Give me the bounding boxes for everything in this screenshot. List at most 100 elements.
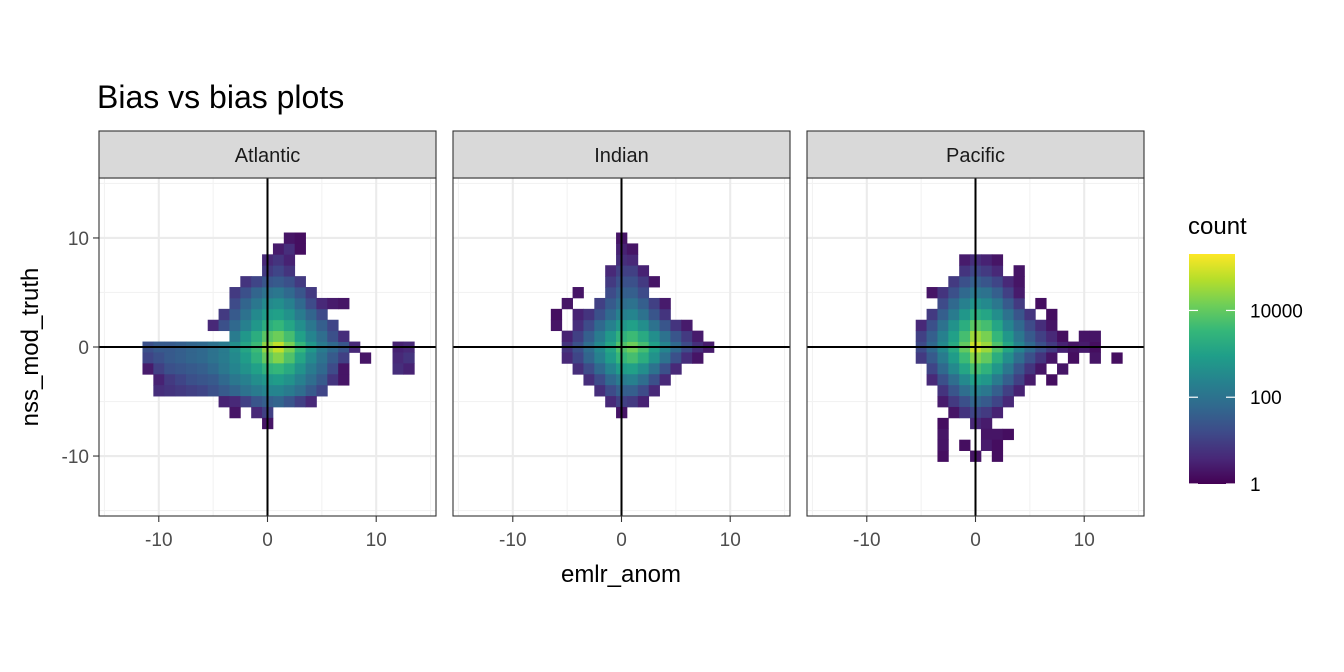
heatmap-bin <box>175 363 187 375</box>
heatmap-bin <box>637 308 650 321</box>
heatmap-bin <box>229 352 241 364</box>
heatmap-bin <box>980 254 993 266</box>
heatmap-bin <box>937 374 949 386</box>
heatmap-bin <box>251 330 263 342</box>
heatmap-bin <box>229 297 241 310</box>
heatmap-bin <box>637 319 650 332</box>
heatmap-bin <box>294 308 306 321</box>
heatmap-bin <box>283 232 296 244</box>
heatmap-bin <box>305 363 317 375</box>
heatmap-bin <box>1002 396 1014 408</box>
heatmap-bin <box>196 352 209 364</box>
heatmap-bin <box>926 374 938 386</box>
heatmap-bin <box>283 352 296 364</box>
heatmap-bin <box>1024 363 1036 375</box>
heatmap-bin <box>991 396 1004 408</box>
facet-panel-pacific: Pacific -10 0 10 <box>806 130 1145 551</box>
x-tick-label: -10 <box>499 530 526 551</box>
heatmap-bin <box>670 352 682 364</box>
heatmap-bin <box>185 385 198 397</box>
heatmap-bin <box>948 374 960 386</box>
facet-panels: Atlantic -10 0 10 -10 0 10 Indian -10 0 10 Pacific -… <box>62 130 1145 551</box>
heatmap-bin <box>980 428 993 441</box>
heatmap-bin <box>959 287 971 299</box>
color-legend: count 1 100 10000 <box>1188 213 1303 496</box>
heatmap-bin <box>550 319 563 332</box>
heatmap-bin <box>1013 385 1025 397</box>
heatmap-bin <box>605 297 617 310</box>
heatmap-bin <box>1046 308 1058 321</box>
heatmap-bin <box>1013 265 1025 277</box>
heatmap-bin <box>218 308 230 321</box>
heatmap-bin <box>980 385 993 397</box>
heatmap-bin <box>207 363 219 375</box>
x-tick-label: 10 <box>720 530 741 551</box>
y-axis-title: nss_mod_truth <box>17 268 44 427</box>
legend-label: 10000 <box>1250 301 1303 322</box>
heatmap-bin <box>272 276 285 288</box>
heatmap-bin <box>229 330 241 342</box>
heatmap-bin <box>392 363 404 375</box>
heatmap-bin <box>980 439 993 451</box>
heatmap-bin <box>594 319 606 332</box>
heatmap-bin <box>959 297 971 310</box>
x-tick-label: 0 <box>262 530 273 551</box>
heatmap-bin <box>991 265 1004 277</box>
heatmap-bin <box>142 363 154 375</box>
heatmap-bin <box>1002 352 1014 364</box>
legend-label: 1 <box>1250 475 1261 496</box>
x-tick-label: -10 <box>145 530 172 551</box>
heatmap-bin <box>583 363 595 375</box>
heatmap-bin <box>240 352 252 364</box>
heatmap-bin <box>218 385 230 397</box>
heatmap-bin <box>659 319 671 332</box>
heatmap-bin <box>1013 297 1025 310</box>
heatmap-bin <box>327 297 339 310</box>
heatmap-bin <box>670 319 682 332</box>
heatmap-bin <box>659 308 671 321</box>
heatmap-bin <box>283 287 296 299</box>
heatmap-bin <box>572 352 584 364</box>
heatmap-bin <box>605 363 617 375</box>
chart-title: Bias vs bias plots <box>97 79 344 115</box>
heatmap-bin <box>240 385 252 397</box>
heatmap-bin <box>626 254 639 266</box>
heatmap-bin <box>937 297 949 310</box>
heatmap-bin <box>980 265 993 277</box>
heatmap-bin <box>648 319 660 332</box>
heatmap-bin <box>196 374 209 386</box>
heatmap-bin <box>959 406 971 419</box>
heatmap-bin <box>648 276 660 288</box>
heatmap-bin <box>926 287 938 299</box>
facet-strip-label: Atlantic <box>235 145 301 167</box>
heatmap-bin <box>605 308 617 321</box>
heatmap-bin <box>648 352 660 364</box>
heatmap-bin <box>272 330 285 342</box>
heatmap-bin <box>251 352 263 364</box>
heatmap-bin <box>605 330 617 342</box>
heatmap-bin <box>272 254 285 266</box>
heatmap-bin <box>207 374 219 386</box>
heatmap-bin <box>196 385 209 397</box>
heatmap-bin <box>626 319 639 332</box>
heatmap-bin <box>1057 330 1069 342</box>
heatmap-bin <box>626 352 639 364</box>
heatmap-bin <box>605 319 617 332</box>
heatmap-bin <box>637 363 650 375</box>
heatmap-bin <box>240 308 252 321</box>
heatmap-bin <box>681 352 693 364</box>
heatmap-bin <box>316 319 328 332</box>
heatmap-bin <box>218 352 230 364</box>
heatmap-bin <box>316 374 328 386</box>
heatmap-bin <box>251 363 263 375</box>
heatmap-bin <box>991 450 1004 462</box>
heatmap-bin <box>294 232 306 244</box>
heatmap-bin <box>583 319 595 332</box>
heatmap-bin <box>991 439 1004 451</box>
heatmap-bin <box>991 374 1004 386</box>
heatmap-bin <box>1002 308 1014 321</box>
heatmap-bin <box>583 308 595 321</box>
heatmap-bin <box>283 243 296 255</box>
heatmap-bin <box>991 363 1004 375</box>
heatmap-bin <box>948 276 960 288</box>
